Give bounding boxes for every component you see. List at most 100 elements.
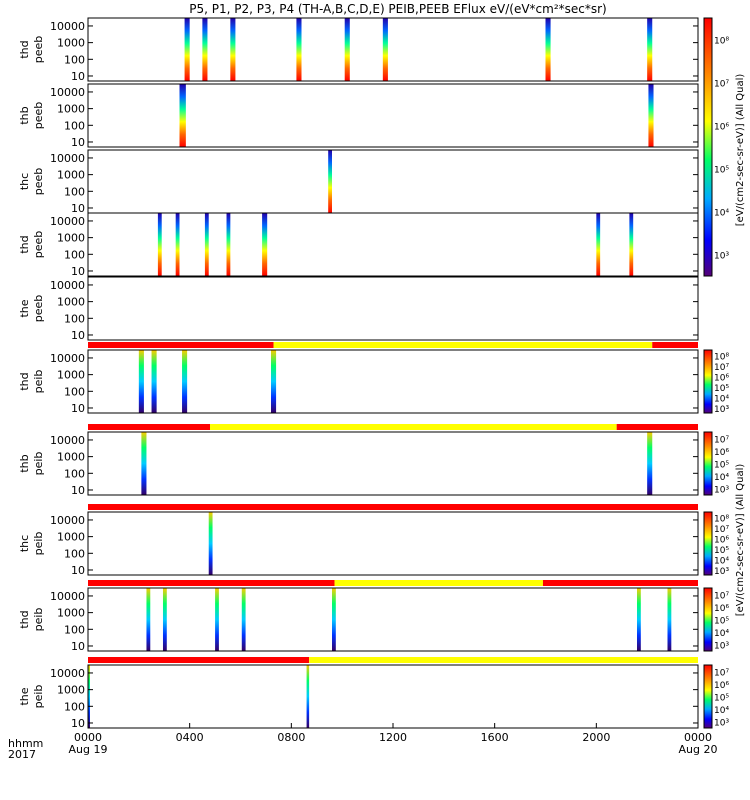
panel-4-ytick-label-3: 1000 — [57, 232, 85, 245]
panel-1-burst-5 — [344, 18, 350, 81]
panel-3-ytick-label-4: 10000 — [50, 152, 85, 165]
panel-3: 10 100 1000 10000 thc peeb — [18, 149, 699, 215]
panel-8-colorbar-label-6: 10⁸ — [714, 514, 729, 524]
panel-8-colorbar — [703, 511, 713, 576]
panel-1-ytick-label-2: 100 — [64, 53, 85, 66]
panel-4-burst-6 — [596, 213, 601, 276]
panel-6-status-segment-1 — [88, 342, 274, 348]
panel-2-ytick-label-1: 10 — [71, 136, 85, 149]
panel-9-frame — [87, 587, 699, 652]
panel-1-colorbar-label-1: 10³ — [714, 252, 729, 262]
panel-9-ytick-label-2: 100 — [64, 623, 85, 636]
panel-9-ytick-label-3: 1000 — [57, 607, 85, 620]
panel-9-ytick-label-1: 10 — [71, 640, 85, 653]
date-label-end: Aug 20 — [679, 743, 718, 756]
panel-3-ytick-label-1: 10 — [71, 202, 85, 215]
panel-7-colorbar-label-1: 10³ — [714, 486, 729, 496]
panel-8-burst-1 — [208, 512, 213, 575]
panel-4-burst-5 — [262, 213, 268, 276]
panel-2-frame — [87, 83, 699, 148]
panel-4-burst-4 — [226, 213, 231, 276]
panel-7-colorbar-label-2: 10⁴ — [714, 473, 729, 483]
panel-9-ytick-label-4: 10000 — [50, 590, 85, 603]
panel-9-colorbar-label-1: 10³ — [714, 642, 729, 652]
panel-1-colorbar-label-5: 10⁷ — [714, 80, 729, 90]
panel-1-colorbar-label-4: 10⁶ — [714, 123, 729, 133]
panel-10-colorbar-label-2: 10⁴ — [714, 706, 729, 716]
panel-4: 10 100 1000 10000 thd peeb — [18, 212, 699, 278]
panel-7: 10 100 1000 10000 thb peib 10³ 10⁴ 10⁵ 10⁶ 10⁷ — [18, 424, 729, 497]
panel-10-colorbar-label-3: 10⁵ — [714, 694, 729, 704]
panel-9-colorbar-label-3: 10⁵ — [714, 617, 729, 627]
panel-10-colorbar-label-4: 10⁶ — [714, 681, 729, 691]
xtick-label-4: 1200 — [379, 731, 407, 744]
panel-10-colorbar — [703, 664, 713, 729]
panel-10-burst-2 — [306, 665, 310, 728]
panel-1-burst-6 — [382, 18, 388, 81]
panel-1-burst-7 — [545, 18, 551, 81]
panel-9-burst-1 — [146, 588, 151, 651]
panel-8-ytick-label-2: 100 — [64, 547, 85, 560]
panel-2-burst-1 — [179, 84, 186, 147]
panel-6-burst-3 — [182, 350, 188, 413]
panel-8-colorbar-label-5: 10⁷ — [714, 525, 729, 535]
panel-1-frame — [87, 17, 699, 82]
panel-2-burst-2 — [648, 84, 654, 147]
panel-4-label-product: peeb — [32, 231, 45, 259]
colorbar-label-electron: [eV/(cm2-sec-sr-eV)] (All Qual) — [735, 74, 746, 227]
panel-1-burst-3 — [230, 18, 236, 81]
panel-7-status-segment-3 — [616, 424, 698, 430]
xtick-label-3: 0800 — [277, 731, 305, 744]
panel-7-colorbar-label-5: 10⁷ — [714, 435, 729, 445]
xtick-label-5: 1600 — [481, 731, 509, 744]
panel-9-burst-3 — [215, 588, 219, 651]
panel-8-frame — [87, 511, 699, 576]
panel-10-status-segment-1 — [88, 657, 310, 663]
panel-1-label-product: peeb — [32, 36, 45, 64]
panel-10-frame — [87, 664, 699, 729]
panel-10-colorbar-label-5: 10⁷ — [714, 668, 729, 678]
panel-1-ytick-label-1: 10 — [71, 70, 85, 83]
panel-10-ytick-label-2: 100 — [64, 700, 85, 713]
panel-2-ytick-label-3: 1000 — [57, 103, 85, 116]
panel-5: 10 100 1000 10000 the peeb — [18, 276, 699, 342]
panel-7-status-segment-1 — [88, 424, 210, 430]
panel-10-burst-1 — [88, 665, 90, 728]
panel-6-ytick-label-4: 10000 — [50, 352, 85, 365]
panel-7-colorbar — [703, 431, 713, 496]
panel-6-colorbar-label-3: 10⁵ — [714, 384, 729, 394]
panel-3-frame — [87, 149, 699, 214]
corner-label-hhmm: hhmm — [8, 737, 43, 750]
panel-7-colorbar-label-3: 10⁵ — [714, 461, 729, 471]
panel-3-burst-1 — [328, 150, 332, 213]
panel-1-colorbar — [703, 17, 713, 277]
panel-4-burst-1 — [157, 213, 162, 276]
xtick-label-7: 0000 — [684, 731, 712, 744]
panel-5-label-product: peeb — [32, 295, 45, 323]
panel-2-ytick-label-2: 100 — [64, 119, 85, 132]
panel-6-colorbar-label-2: 10⁴ — [714, 394, 729, 404]
panel-6-label-product: peib — [32, 370, 45, 394]
panel-4-ytick-label-4: 10000 — [50, 215, 85, 228]
panel-1-colorbar-label-3: 10⁵ — [714, 166, 729, 176]
panel-4-burst-2 — [175, 213, 180, 276]
panel-6-colorbar — [703, 349, 713, 414]
xtick-label-6: 2000 — [582, 731, 610, 744]
panel-6-burst-2 — [151, 350, 157, 413]
panel-10-label-product: peib — [32, 685, 45, 709]
panel-2: 10 100 1000 10000 thb peeb — [18, 83, 699, 149]
panel-7-label-product: peib — [32, 452, 45, 476]
panel-6-colorbar-label-4: 10⁶ — [714, 373, 729, 383]
panel-5-ytick-label-3: 1000 — [57, 296, 85, 309]
xtick-label-2: 0400 — [176, 731, 204, 744]
panel-2-label-product: peeb — [32, 102, 45, 130]
panel-6-colorbar-label-1: 10³ — [714, 405, 729, 415]
panel-1-ytick-label-4: 10000 — [50, 20, 85, 33]
colorbar-label-ion: [eV/(cm2-sec-sr-eV)] (All Qual) — [735, 464, 746, 617]
panel-8-colorbar-label-2: 10⁴ — [714, 556, 729, 566]
panel-10-ytick-label-4: 10000 — [50, 667, 85, 680]
panel-6-colorbar-label-5: 10⁷ — [714, 363, 729, 373]
panel-7-burst-1 — [141, 432, 147, 495]
